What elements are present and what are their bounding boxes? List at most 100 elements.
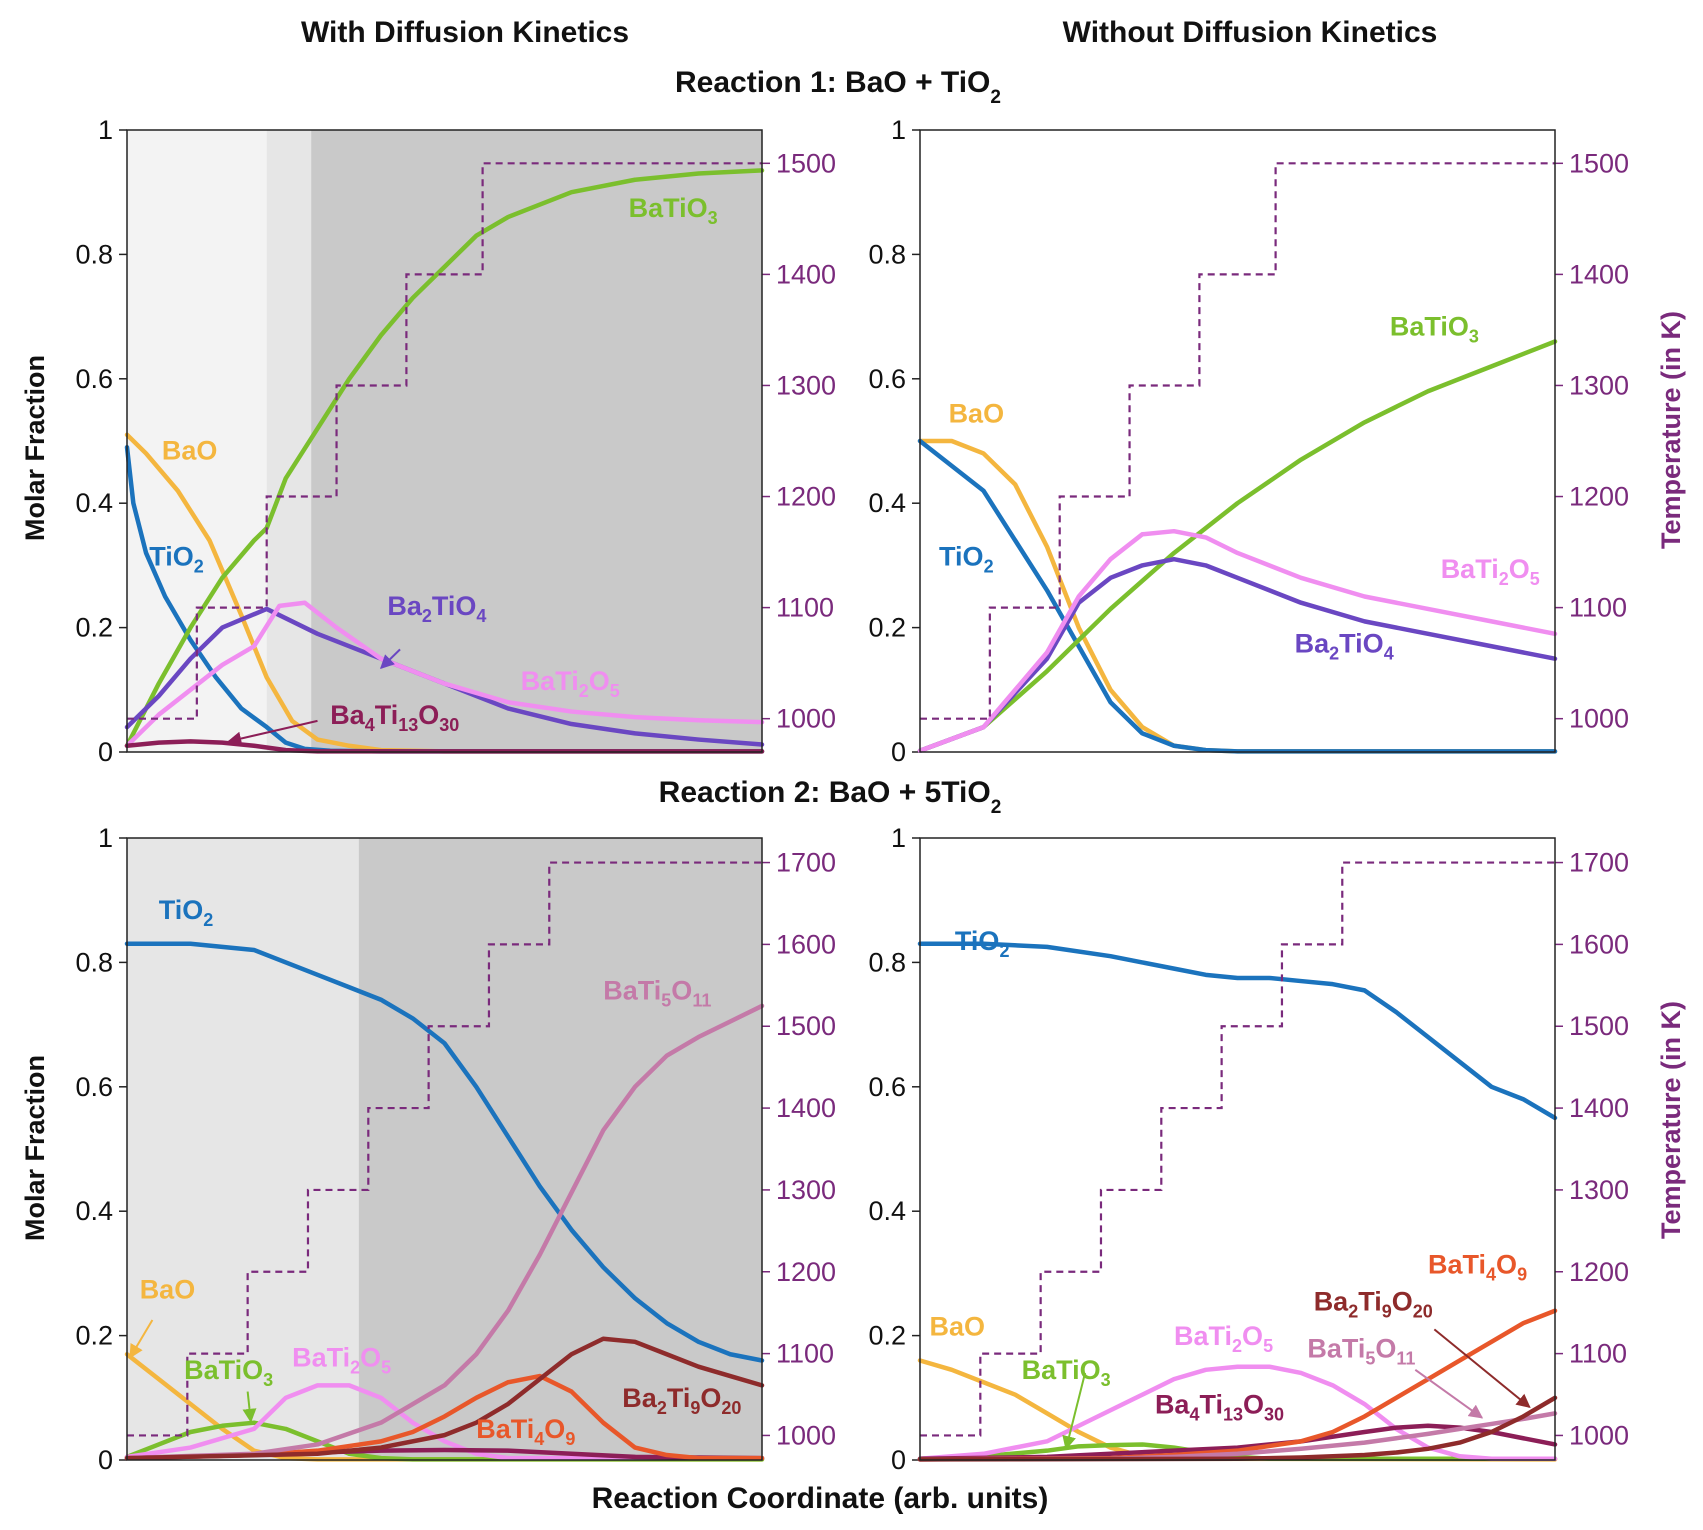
y-tick-label: 0.6 (868, 364, 906, 394)
y-axis-label-top: Molar Fraction (20, 355, 50, 541)
temperature-axis-label-top: Temperature (in K) (1656, 311, 1686, 549)
temperature-tick-label: 1400 (776, 259, 836, 289)
y-tick-label: 1 (891, 115, 906, 145)
temperature-tick-label: 1700 (1569, 848, 1629, 878)
y-tick-label: 0.2 (868, 613, 906, 643)
temperature-tick-label: 1200 (1569, 482, 1629, 512)
series-label-bati4o9: BaTi4O9 (1428, 1249, 1527, 1284)
temperature-tick-label: 1000 (776, 1420, 836, 1450)
series-line-batio3 (124, 168, 765, 749)
series-label-ba2ti9o20: Ba2Ti9O20 (1314, 1287, 1433, 1322)
series-line-bao (917, 438, 1558, 754)
temperature-tick-label: 1400 (776, 1093, 836, 1123)
chart-panel-reaction2-without-diffusion: 0 0.2 0.4 0.6 0.8 1 1000 1100 1200 1300 1400 1500 16… (868, 823, 1629, 1475)
series-line-tio2 (917, 438, 1558, 754)
series-label-bao: BaO (949, 398, 1005, 428)
series-label-tio2: TiO2 (149, 541, 204, 576)
shaded-region-1 (266, 130, 312, 752)
y-tick-label: 0 (98, 737, 113, 767)
series-label-bati5o11: BaTi5O11 (1307, 1333, 1415, 1368)
series-label-ba2tio4: Ba2TiO4 (1295, 628, 1394, 663)
series-label-bao: BaO (162, 436, 218, 466)
series-line-bati5o11 (124, 1003, 765, 1461)
temperature-tick-label: 1100 (1569, 593, 1627, 623)
series-line-tio2 (917, 941, 1558, 1121)
label-arrow (1433, 1328, 1531, 1409)
temperature-tick-label: 1500 (1569, 1011, 1629, 1041)
series-label-batio3: BaTiO3 (1022, 1355, 1111, 1390)
temperature-tick-label: 1100 (776, 1339, 834, 1369)
series-label-bati4o9: BaTi4O9 (476, 1414, 575, 1449)
y-tick-label: 0 (891, 1445, 906, 1475)
temperature-tick-label: 1000 (776, 704, 836, 734)
y-tick-label: 0.8 (75, 239, 113, 269)
series-line-bati4o9 (917, 1308, 1558, 1462)
y-tick-label: 0 (891, 737, 906, 767)
y-axis-label-bottom: Molar Fraction (20, 1055, 50, 1241)
series-line-ba2tio4 (917, 556, 1558, 754)
y-tick-label: 1 (98, 823, 113, 853)
series-label-ba4ti13o30: Ba4Ti13O30 (330, 700, 459, 735)
temperature-step-line (127, 162, 762, 720)
series-label-bati2o5: BaTi2O5 (1174, 1321, 1273, 1356)
series-label-batio3: BaTiO3 (184, 1355, 273, 1390)
plot-frame (126, 837, 763, 1461)
temperature-step-line (127, 861, 762, 1437)
label-arrow (1062, 1372, 1087, 1451)
temperature-tick-label: 1200 (1569, 1257, 1629, 1287)
plot-frame (919, 837, 1556, 1461)
temperature-tick-label: 1100 (776, 593, 834, 623)
y-tick-label: 0 (98, 1445, 113, 1475)
series-label-tio2: TiO2 (955, 926, 1010, 961)
temperature-tick-label: 1400 (1569, 1093, 1629, 1123)
series-label-ba2tio4: Ba2TiO4 (387, 591, 486, 626)
temperature-tick-label: 1600 (1569, 929, 1629, 959)
temperature-tick-label: 1300 (776, 1175, 836, 1205)
temperature-tick-label: 1200 (776, 1257, 836, 1287)
y-tick-label: 0.8 (868, 239, 906, 269)
series-line-bati2o5 (917, 1364, 1558, 1462)
temperature-axis-label-bottom: Temperature (in K) (1656, 1001, 1686, 1239)
series-label-bati2o5: BaTi2O5 (1441, 554, 1540, 589)
temperature-tick-label: 1500 (776, 148, 836, 178)
temperature-tick-label: 1200 (776, 482, 836, 512)
y-tick-label: 0.6 (868, 1072, 906, 1102)
plot-frame (126, 129, 763, 753)
label-arrow (242, 1391, 257, 1423)
label-arrow (379, 648, 401, 670)
temperature-tick-label: 1300 (1569, 370, 1629, 400)
y-tick-label: 0.6 (75, 364, 113, 394)
temperature-tick-label: 1600 (776, 929, 836, 959)
y-tick-label: 0.8 (868, 947, 906, 977)
temperature-tick-label: 1500 (1569, 148, 1629, 178)
plot-frame (919, 129, 1556, 753)
temperature-tick-label: 1100 (1569, 1339, 1627, 1369)
column-title-right: Without Diffusion Kinetics (1063, 16, 1438, 49)
series-line-ba2ti9o20 (124, 1336, 765, 1461)
series-label-batio3: BaTiO3 (1390, 311, 1479, 346)
temperature-tick-label: 1500 (776, 1011, 836, 1041)
series-label-bati2o5: BaTi2O5 (521, 666, 620, 701)
temperature-tick-label: 1300 (1569, 1175, 1629, 1205)
column-title-left: With Diffusion Kinetics (301, 16, 629, 49)
series-line-bati2o5 (124, 1383, 765, 1461)
series-label-ba2ti9o20: Ba2Ti9O20 (622, 1383, 741, 1418)
y-tick-label: 1 (891, 823, 906, 853)
series-line-bati2o5 (124, 600, 765, 749)
label-arrow (1414, 1368, 1484, 1419)
series-line-batio3 (917, 339, 1558, 754)
series-label-batio3: BaTiO3 (629, 193, 718, 228)
series-label-tio2: TiO2 (939, 541, 994, 576)
temperature-tick-label: 1000 (1569, 704, 1629, 734)
chart-panel-reaction1-with-diffusion: 0 0.2 0.4 0.6 0.8 1 1000 1100 1200 1300 1400 1500 Ba… (75, 115, 836, 767)
chart-panel-reaction1-without-diffusion: 0 0.2 0.4 0.6 0.8 1 1000 1100 1200 1300 1400 1500 Ba… (868, 115, 1629, 767)
y-tick-label: 0.8 (75, 947, 113, 977)
y-tick-label: 0.4 (75, 488, 113, 518)
label-arrow (227, 719, 318, 746)
series-label-bao: BaO (140, 1274, 196, 1304)
series-label-tio2: TiO2 (159, 895, 214, 930)
series-line-tio2 (124, 941, 765, 1363)
y-tick-label: 0.2 (75, 1321, 113, 1351)
series-line-bati2o5 (917, 528, 1558, 754)
